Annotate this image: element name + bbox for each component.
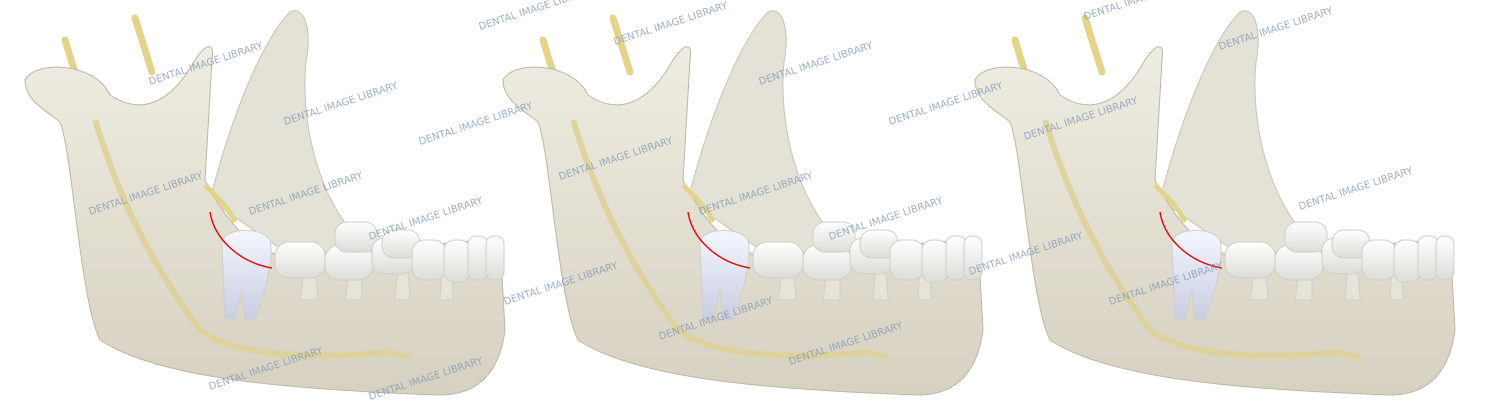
watermark: DENTAL IMAGE LIBRARY <box>418 100 536 148</box>
jaw-illustration <box>975 11 1455 395</box>
watermark: DENTAL IMAGE LIBRARY <box>368 195 486 243</box>
watermark: DENTAL IMAGE LIBRARY <box>613 0 731 48</box>
watermark: DENTAL IMAGE LIBRARY <box>1298 165 1416 213</box>
watermark: DENTAL IMAGE LIBRARY <box>1083 0 1201 23</box>
watermark: DENTAL IMAGE LIBRARY <box>478 0 596 33</box>
